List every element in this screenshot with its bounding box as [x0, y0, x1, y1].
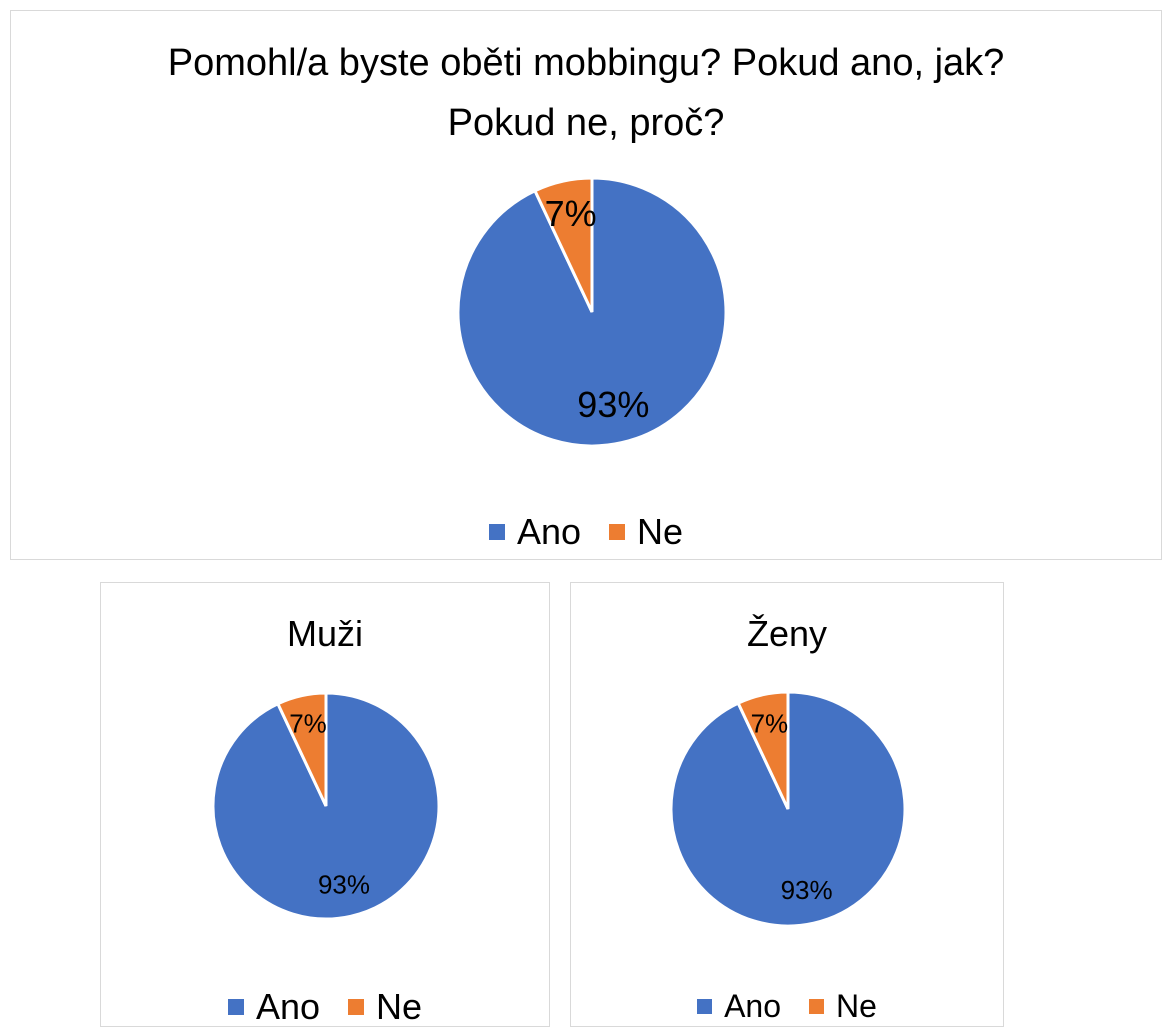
legend-label: Ne	[376, 986, 423, 1027]
legend-item: Ne	[348, 986, 422, 1028]
pie-slice	[736, 690, 790, 810]
legend-swatch	[348, 999, 365, 1015]
legend-item: Ne	[609, 511, 683, 553]
legend: Ano Ne	[11, 511, 1161, 553]
legend-item: Ano	[697, 988, 781, 1025]
pie-slice	[532, 176, 594, 313]
chart-box: Ženy 93% 7% Ano Ne	[570, 582, 1004, 1027]
pie: 93% 7%	[456, 176, 728, 448]
pie: 93% 7%	[211, 691, 441, 921]
pie: 93% 7%	[669, 690, 907, 928]
legend-item: Ne	[809, 988, 877, 1025]
data-label: 7%	[289, 708, 327, 738]
legend-item: Ano	[488, 511, 582, 553]
data-label: 93%	[577, 384, 649, 425]
pie-slice	[275, 691, 328, 807]
legend-label: Ano	[255, 986, 321, 1027]
legend-swatch	[609, 524, 626, 540]
data-label: 7%	[751, 709, 789, 739]
chart-box: Muži 93% 7% Ano Ne	[100, 582, 550, 1027]
legend-label: Ne	[637, 511, 684, 552]
legend-label: Ano	[516, 511, 582, 552]
legend: Ano Ne	[571, 988, 1003, 1025]
chart-box: Pomohl/a byste oběti mobbingu? Pokud ano…	[10, 10, 1162, 560]
data-label: 93%	[781, 875, 833, 905]
legend-swatch	[697, 999, 713, 1014]
legend-label: Ano	[724, 988, 782, 1024]
chart-title: Muži	[286, 613, 363, 654]
legend: Ano Ne	[101, 986, 549, 1028]
chart-title: Pomohl/a byste oběti mobbingu? Pokud ano…	[167, 42, 1005, 144]
legend-swatch	[227, 999, 244, 1015]
data-label: 7%	[545, 193, 597, 234]
data-label: 93%	[318, 869, 370, 899]
legend-swatch	[488, 524, 505, 540]
chart-title: Ženy	[746, 613, 828, 654]
legend-swatch	[809, 999, 825, 1014]
legend-label: Ne	[836, 988, 877, 1024]
legend-item: Ano	[227, 986, 321, 1028]
